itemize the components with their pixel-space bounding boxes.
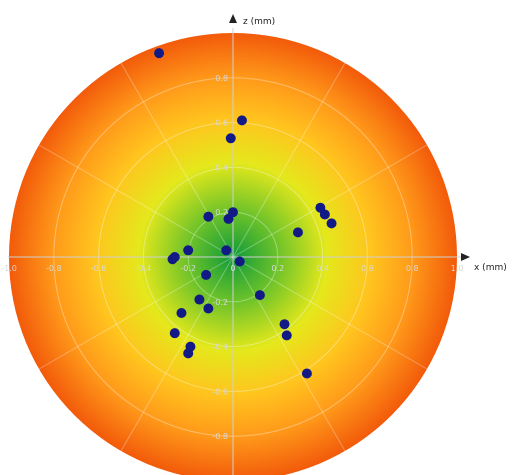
grid-spoke xyxy=(38,144,234,258)
data-point xyxy=(281,330,292,341)
data-point xyxy=(254,290,265,301)
grid-spoke xyxy=(232,256,428,370)
z-tick-label: -0.4 xyxy=(212,343,228,352)
data-point xyxy=(292,227,303,238)
z-tick-label: -0.2 xyxy=(212,298,228,307)
grid-spoke xyxy=(232,144,428,258)
data-point xyxy=(319,209,330,220)
grid-spoke xyxy=(120,62,234,258)
data-point xyxy=(234,256,245,267)
x-tick-label: 0.2 xyxy=(271,264,284,273)
data-point xyxy=(183,245,194,256)
data-point xyxy=(236,115,247,126)
x-tick-label: -1.0 xyxy=(1,264,17,273)
data-point xyxy=(301,368,312,379)
z-tick-label: 0.2 xyxy=(215,208,228,217)
z-tick-label: -0.6 xyxy=(212,387,228,396)
data-point xyxy=(203,211,214,222)
data-point xyxy=(203,303,214,314)
data-point xyxy=(201,269,212,280)
x-tick-label: 0.4 xyxy=(316,264,329,273)
data-point xyxy=(225,133,236,144)
x-axis-arrow xyxy=(461,253,470,261)
x-tick-label: -0.8 xyxy=(46,264,62,273)
grid-spoke xyxy=(232,62,346,258)
x-tick-label: -0.6 xyxy=(91,264,107,273)
data-point xyxy=(183,348,194,359)
data-point xyxy=(221,245,232,256)
x-tick-label: 0.8 xyxy=(406,264,419,273)
data-point xyxy=(154,48,165,59)
x-tick-label: 0.6 xyxy=(361,264,374,273)
z-tick-label: -0.8 xyxy=(212,432,228,441)
z-axis-label: z (mm) xyxy=(243,17,275,27)
grid-spoke xyxy=(120,256,234,452)
x-tick-label: -0.4 xyxy=(136,264,152,273)
x-axis-label: x (mm) xyxy=(474,263,507,273)
grid-spoke xyxy=(232,256,346,452)
axes: x (mm) z (mm) xyxy=(8,14,507,475)
data-point xyxy=(223,213,234,224)
data-point xyxy=(169,328,180,339)
data-point xyxy=(194,294,205,305)
data-points xyxy=(154,48,337,379)
x-tick-label: 0 xyxy=(230,264,235,273)
x-tick-label: 1.0 xyxy=(451,264,464,273)
data-point xyxy=(326,218,337,229)
data-point xyxy=(167,254,178,265)
grid-spoke xyxy=(38,256,234,370)
data-point xyxy=(279,319,290,330)
data-point xyxy=(176,308,187,318)
z-tick-label: 0.8 xyxy=(215,74,228,83)
z-tick-label: 0.4 xyxy=(215,163,228,172)
x-tick-label: -0.2 xyxy=(180,264,196,273)
z-tick-label: 0.6 xyxy=(215,119,228,128)
tick-labels: -1.0 -0.8 -0.6 -0.4 -0.2 0 0.2 0.4 0.6 0.8 1.0 0.2 0… xyxy=(1,74,463,441)
z-axis-arrow xyxy=(229,14,237,23)
